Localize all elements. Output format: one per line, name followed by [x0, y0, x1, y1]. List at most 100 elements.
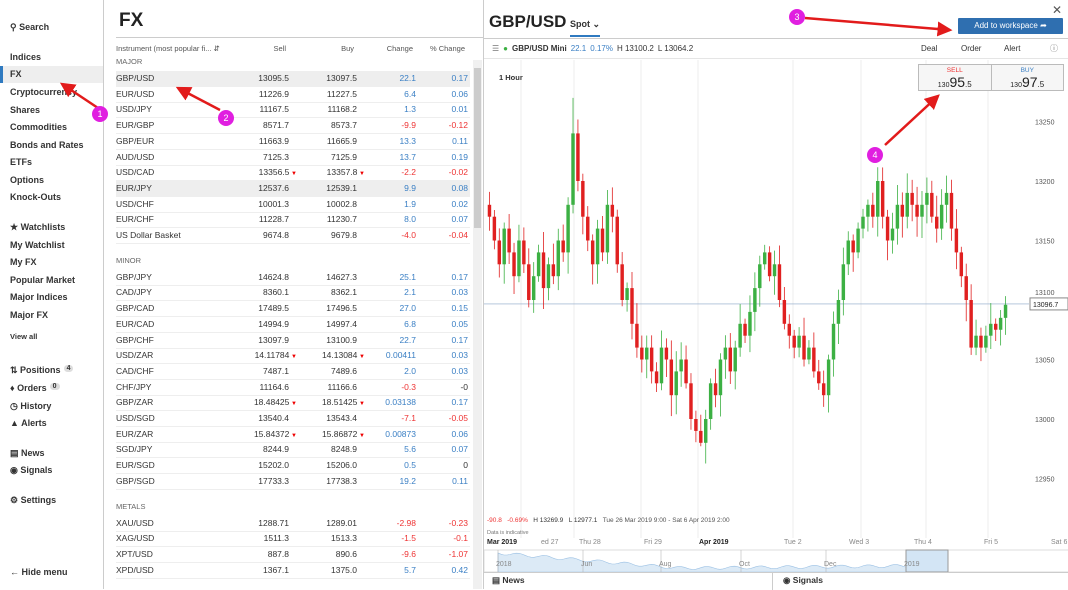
change-value: -9.6	[401, 547, 416, 562]
table-row[interactable]: XAU/USD 1288.71 1289.01 -2.98 -0.23	[116, 516, 470, 532]
candle-body	[890, 228, 895, 241]
column-header-sell[interactable]: Sell	[273, 44, 286, 53]
sell-button[interactable]: SELL 13095.5	[919, 65, 992, 90]
buy-price: 1289.01	[326, 516, 357, 531]
change-value-text: -7.1	[401, 413, 416, 423]
table-row[interactable]: EUR/SGD 15202.0 15206.0 0.5 0	[116, 458, 470, 475]
table-row[interactable]: EUR/GBP 8571.7 8573.7 -9.9 -0.12	[116, 118, 470, 135]
table-row[interactable]: EUR/CHF 11228.7 11230.7 8.0 0.07	[116, 212, 470, 229]
table-row[interactable]: USD/CHF 10001.3 10002.8 1.9 0.02	[116, 197, 470, 213]
sidebar-item-settings[interactable]: ⚙ Settings	[10, 495, 57, 505]
pct-change-value: 0.42	[451, 563, 468, 578]
table-row[interactable]: GBP/JPY 14624.8 14627.3 25.1 0.17	[116, 270, 470, 286]
clock-icon: ◷	[10, 401, 21, 411]
table-row[interactable]: XPT/USD 887.8 890.6 -9.6 -1.07	[116, 547, 470, 563]
table-row[interactable]: XAG/USD 1511.3 1513.3 -1.5 -0.1	[116, 531, 470, 548]
candle-body	[664, 347, 669, 360]
table-row[interactable]: XPD/USD 1367.1 1375.0 5.7 0.42	[116, 563, 470, 579]
buy-price: 15206.0	[326, 458, 357, 473]
table-row[interactable]: CAD/CHF 7487.1 7489.6 2.0 0.03	[116, 364, 470, 380]
buy-button[interactable]: BUY 13097.5	[1010, 67, 1045, 90]
table-row[interactable]: CAD/JPY 8360.1 8362.1 2.1 0.03	[116, 285, 470, 302]
watchlist-my-watchlist[interactable]: My Watchlist	[10, 240, 65, 250]
table-row[interactable]: GBP/CHF 13097.9 13100.9 22.7 0.17	[116, 333, 470, 349]
table-row[interactable]: EUR/ZAR 15.84372 ▼ 15.86872 ▼ 0.00873 0.06	[116, 427, 470, 443]
spot-dropdown[interactable]: Spot ⌄	[570, 19, 601, 37]
price-chart[interactable]: 13250 13200 13150 13100 13050 13000 12950 13096…	[484, 60, 1068, 572]
table-row[interactable]: GBP/CAD 17489.5 17496.5 27.0 0.15	[116, 301, 470, 318]
change-value: 13.3	[399, 134, 416, 149]
column-header-change[interactable]: Change	[386, 44, 413, 53]
table-row[interactable]: EUR/USD 11226.9 11227.5 6.4 0.06	[116, 87, 470, 103]
change-value-text: 13.3	[399, 135, 416, 146]
table-row[interactable]: SGD/JPY 8244.9 8248.9 5.6 0.07	[116, 442, 470, 459]
sidebar-item-positions[interactable]: ⇅ Positions 4	[10, 365, 74, 376]
watchlist-major-indices[interactable]: Major Indices	[10, 292, 68, 302]
watchlist-my-fx[interactable]: My FX	[10, 257, 37, 267]
sidebar-item-history[interactable]: ◷ History	[10, 401, 52, 411]
table-row[interactable]: US Dollar Basket 9674.8 9679.8 -4.0 -0.04	[116, 228, 470, 244]
hide-menu-button[interactable]: ← Hide menu	[10, 567, 68, 577]
sidebar-item-bonds[interactable]: Bonds and Rates	[10, 140, 84, 150]
buy-price: 14.13084 ▼	[322, 348, 365, 365]
sidebar-item-commodities[interactable]: Commodities	[10, 122, 68, 132]
menu-icon[interactable]: ☰	[492, 44, 500, 53]
table-row[interactable]: USD/JPY 11167.5 11168.2 1.3 0.01	[116, 102, 470, 119]
table-row[interactable]: CHF/JPY 11164.6 11166.6 -0.3 -0	[116, 380, 470, 396]
gear-icon: ⚙	[10, 495, 21, 505]
info-icon[interactable]: ⓘ	[1050, 44, 1058, 53]
watchlist-popular-market[interactable]: Popular Market	[10, 275, 76, 285]
sell-price: 8360.1	[263, 285, 289, 300]
order-button[interactable]: Order	[961, 44, 982, 53]
deal-button[interactable]: Deal	[921, 44, 938, 53]
sidebar-item-alerts[interactable]: ▲ Alerts	[10, 418, 47, 428]
table-row[interactable]: EUR/CAD 14994.9 14997.4 6.8 0.05	[116, 317, 470, 333]
sidebar-item-knockouts[interactable]: Knock-Outs	[10, 192, 62, 202]
buy-price: 13100.9	[326, 333, 357, 348]
scrollbar[interactable]	[473, 60, 482, 589]
search-button[interactable]: ⚲ Search	[10, 22, 50, 32]
signals-tab[interactable]: ◉ Signals	[772, 573, 823, 590]
alert-button[interactable]: Alert	[1004, 44, 1021, 53]
sidebar-item-fx[interactable]: FX	[0, 66, 103, 83]
table-row[interactable]: USD/CAD 13356.5 ▼ 13357.8 ▼ -2.2 -0.02	[116, 165, 470, 182]
table-row[interactable]: USD/ZAR 14.11784 ▼ 14.13084 ▼ 0.00411 0.03	[116, 348, 470, 365]
sidebar-item-shares[interactable]: Shares	[10, 105, 41, 115]
pct-change-value: 0.05	[451, 317, 468, 332]
change-value-text: 0.00411	[385, 350, 416, 361]
watchlist-major-fx[interactable]: Major FX	[10, 310, 49, 320]
table-row[interactable]: GBP/SGD 17733.3 17738.3 19.2 0.11	[116, 474, 470, 490]
table-row[interactable]: AUD/USD 7125.3 7125.9 13.7 0.19	[116, 150, 470, 166]
table-row[interactable]: GBP/ZAR 18.48425 ▼ 18.51425 ▼ 0.03138 0.17	[116, 395, 470, 412]
sidebar-item-signals[interactable]: ◉ Signals	[10, 465, 53, 475]
change-value: 0.03138	[385, 395, 416, 410]
instrument-name: USD/CAD	[116, 165, 154, 180]
interval-label[interactable]: 1 Hour	[499, 73, 523, 82]
view-all-link[interactable]: View all	[10, 332, 38, 341]
divider	[116, 37, 483, 38]
column-header-instrument[interactable]: Instrument (most popular fi... ⇵	[116, 44, 220, 53]
table-row[interactable]: USD/SGD 13540.4 13543.4 -7.1 -0.05	[116, 411, 470, 427]
sidebar-item-cryptocurrency[interactable]: Cryptocurrency	[10, 87, 78, 97]
change-value-text: 27.0	[399, 303, 416, 314]
buy-price-text: 890.6	[335, 548, 357, 559]
sidebar-item-indices[interactable]: Indices	[10, 52, 42, 62]
sidebar-item-news[interactable]: ▤ News	[10, 448, 45, 458]
close-icon[interactable]: ✕	[1051, 3, 1062, 17]
table-row[interactable]: GBP/USD 13095.5 13097.5 22.1 0.17	[116, 71, 470, 87]
date-axis-label: Wed 3	[849, 539, 870, 546]
scrollbar-thumb[interactable]	[474, 68, 481, 228]
change-value-text: -0.3	[401, 381, 416, 392]
sidebar-item-orders[interactable]: ♦ Orders 0	[10, 383, 60, 393]
sidebar-item-etfs[interactable]: ETFs	[10, 157, 33, 167]
candle-body	[723, 347, 728, 360]
table-row[interactable]: GBP/EUR 11663.9 11665.9 13.3 0.11	[116, 134, 470, 150]
sell-price-text: 887.8	[267, 548, 289, 559]
sidebar-item-options[interactable]: Options	[10, 175, 44, 185]
column-header-pct-change[interactable]: % Change	[429, 44, 465, 53]
column-header-buy[interactable]: Buy	[341, 44, 354, 53]
table-row[interactable]: EUR/JPY 12537.6 12539.1 9.9 0.08	[116, 180, 470, 197]
news-tab[interactable]: ▤ News	[492, 575, 525, 585]
add-to-workspace-button[interactable]: Add to workspace ➦	[958, 18, 1063, 34]
candle-body	[689, 383, 693, 419]
